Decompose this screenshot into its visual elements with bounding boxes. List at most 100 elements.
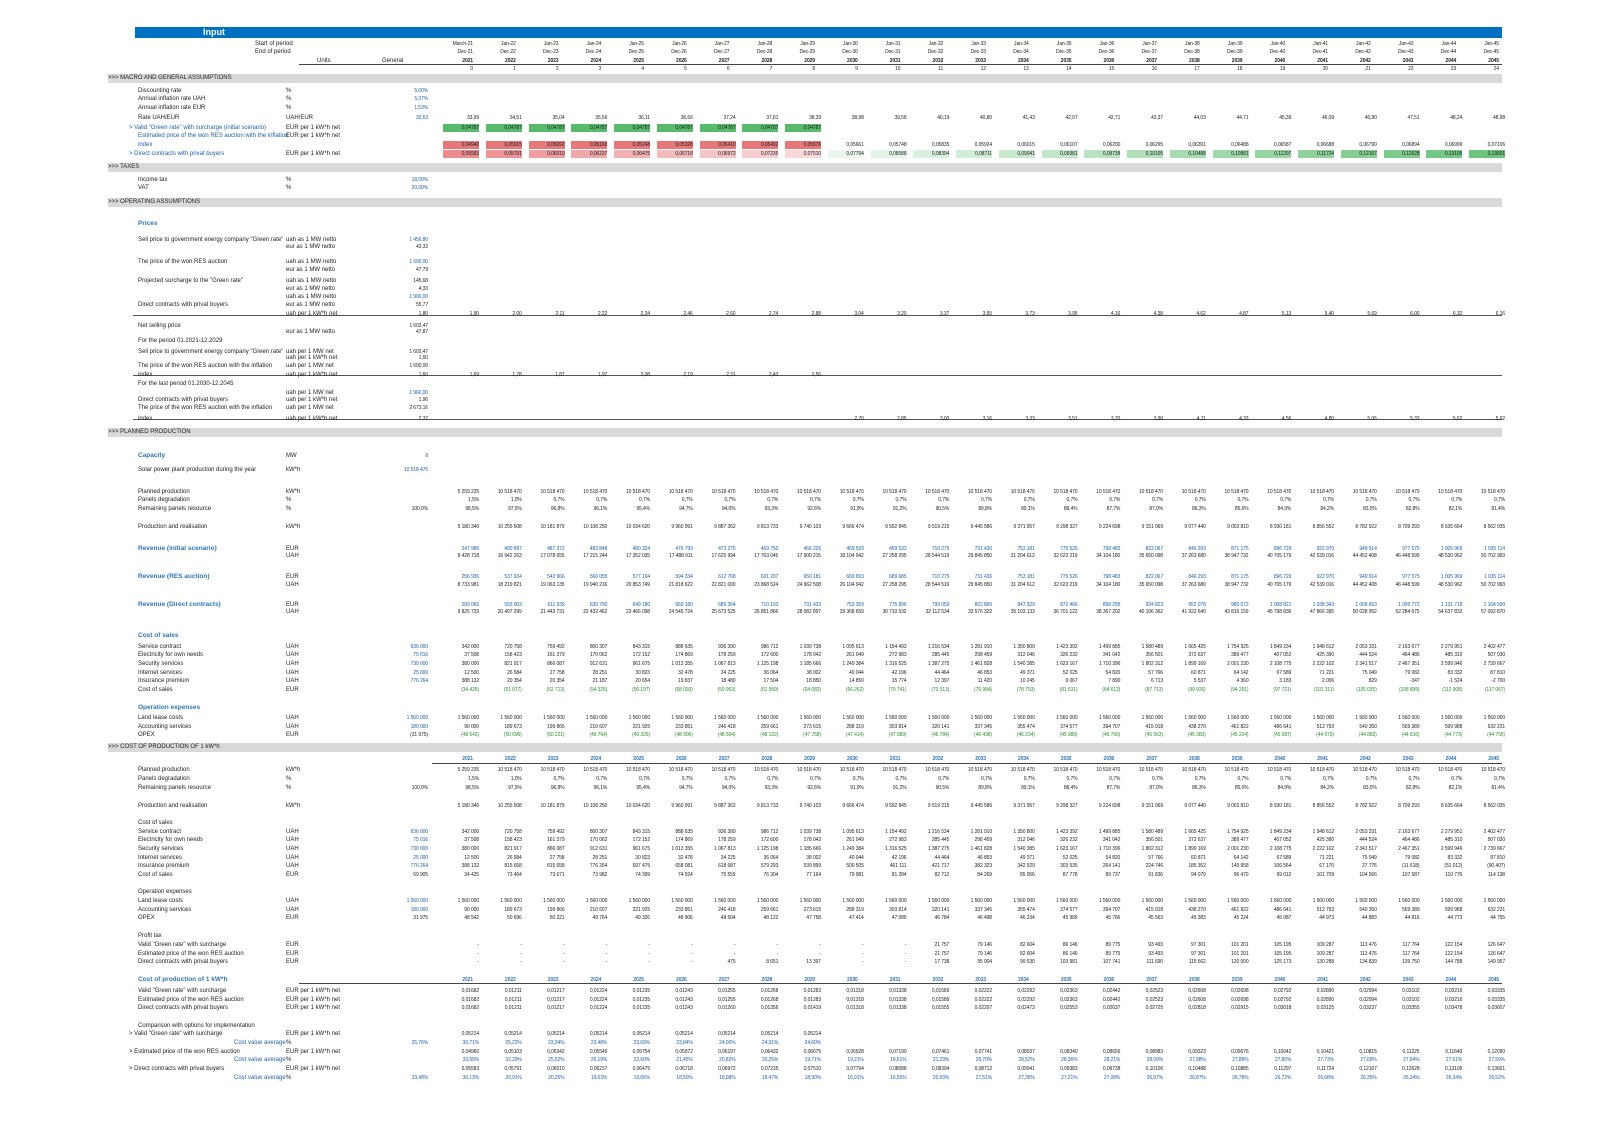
row-value-cell: 64 142: [1233, 670, 1249, 676]
row-label: Discounting rate: [138, 88, 182, 94]
row-value-cell: 114 138: [1487, 872, 1505, 878]
row-value-cell: 0,01235: [632, 988, 650, 994]
row-value-cell: 389 477: [1231, 652, 1249, 658]
row-value-cell: 2 599 946: [1440, 661, 1463, 667]
row-value-cell: 52 284 675: [1395, 609, 1420, 615]
row-value-cell: 1 560 000: [842, 715, 864, 721]
row-value-cell: 0,02890: [1316, 988, 1334, 994]
row-value-cell: 261 049: [846, 837, 864, 843]
row-value-cell: 0,05214: [547, 1031, 565, 1037]
row-value-cell: 866 087: [547, 661, 565, 667]
row-value-cell: 44 452 408: [1352, 582, 1377, 588]
row-value-cell: (56 197): [632, 687, 650, 693]
row-value-cell: -: [691, 959, 693, 965]
row-value-cell: 342 000: [461, 644, 479, 650]
row-value-cell: 0,06200: [1102, 142, 1121, 148]
row-value-cell: 1 560 000: [1056, 898, 1078, 904]
row-value-cell: 0,13105: [1444, 1066, 1463, 1072]
row-value-cell: 10 034 620: [625, 524, 650, 530]
row-value-cell: 50 028 952: [1352, 609, 1377, 615]
row-value-cell: 815 658: [504, 863, 522, 869]
row-value-cell: 10 518 470: [1181, 489, 1206, 495]
row-value-cell: 464 486: [1402, 837, 1420, 843]
row-value-cell: 5,69: [1367, 311, 1377, 317]
row-value-cell: 4,38: [1153, 311, 1163, 317]
row-value-cell: 221 925: [632, 724, 650, 730]
year-cell: 2041: [1317, 58, 1328, 64]
row-value-cell: 178 259: [718, 837, 736, 843]
row-value-cell: 199 866: [547, 724, 565, 730]
cost-year-cell: 2036: [1103, 756, 1115, 762]
year-cell: 2024: [590, 58, 602, 64]
row-value-cell: 0,03216: [1444, 997, 1463, 1003]
row-value-cell: -1 524: [1448, 678, 1463, 684]
row-value-cell: 103 981: [1060, 959, 1078, 965]
row-value-cell: 96,8%: [550, 506, 565, 512]
row-value-cell: 5,40: [1324, 311, 1334, 317]
row-unit: UAH/EUR: [286, 115, 314, 121]
period-end-cell: Dec-42: [1355, 49, 1371, 55]
row-value-cell: 19,06%: [633, 1075, 650, 1081]
row-value-cell: 272 983: [889, 652, 907, 658]
row-value-cell: 30,71%: [462, 1040, 479, 1046]
row-value-cell: 10 518 470: [583, 489, 608, 495]
row-value-cell: 77 164: [806, 872, 821, 878]
row-general: 1 600,00: [409, 259, 428, 265]
row-value-cell: 8 709 293: [1398, 803, 1420, 809]
row-value-cell: 24 962 508: [796, 582, 821, 588]
row-value-cell: 1 540 385: [1013, 846, 1035, 852]
row-value-cell: 2,74: [768, 311, 779, 317]
row-value-cell: 0,01224: [589, 997, 608, 1003]
row-value-cell: 67 589: [1276, 670, 1292, 676]
row-value-cell: 0,7%: [981, 776, 992, 782]
row-value-cell: 0,01211: [504, 1005, 522, 1011]
row-value-cell: 83,5%: [1363, 506, 1377, 512]
section-macro-label: >>> MACRO AND GENERAL ASSUMPTIONS: [108, 75, 232, 81]
row-value-cell: 45 989: [1062, 915, 1078, 921]
row-unit: uah per 1 kW*h net: [286, 416, 338, 422]
row-unit: %: [286, 776, 292, 782]
row-value-cell: 1 281 910: [970, 644, 992, 650]
row-value-cell: 1 038 343: [1312, 602, 1334, 608]
cost-year-cell: 2021: [462, 756, 473, 762]
row-value-cell: 0,11724: [1316, 1066, 1334, 1072]
row-value-cell: 0,7%: [681, 497, 693, 503]
row-value-cell: 2 001 230: [1227, 661, 1249, 667]
row-label: Accounting services: [138, 724, 192, 730]
cost-year-cell: 2028: [761, 756, 773, 762]
row-value-cell: 0,7%: [1494, 776, 1505, 782]
period-index-cell: 13: [1023, 66, 1029, 72]
row-value-cell: 612 768: [718, 574, 736, 580]
row-value-cell: 5 537: [1193, 678, 1206, 684]
row-value-cell: 0,01243: [675, 1005, 693, 1011]
row-value-cell: 0,7%: [1323, 776, 1334, 782]
row-value-cell: 0,06688: [1316, 142, 1334, 148]
row-value-cell: 0,08340: [1060, 1049, 1078, 1055]
kwh-year-cell: 2039: [1231, 977, 1243, 983]
period-start-cell: Jan-29: [800, 41, 815, 47]
row-general: 8: [425, 453, 428, 459]
row-value-cell: 16 942 263: [497, 553, 522, 559]
row-unit: uah per 1 MW net: [286, 405, 334, 411]
row-value-cell: 1 560 000: [1355, 715, 1377, 721]
row-value-cell: 821 917: [504, 846, 522, 852]
row-unit: %: [286, 1057, 292, 1063]
row-value-cell: 356 501: [1145, 837, 1163, 843]
row-value-cell: 303 814: [889, 724, 907, 730]
row-unit: uah per 1 kW*h net: [286, 355, 338, 361]
row-value-cell: 2,08: [640, 372, 650, 378]
row-value-cell: 10 518 470: [1181, 767, 1206, 773]
row-value-cell: 0,01255: [718, 997, 736, 1003]
row-value-cell: 161 379: [547, 652, 565, 658]
row-value-cell: 115 562: [1188, 959, 1206, 965]
row-value-cell: (44 755): [1487, 732, 1505, 738]
row-value-cell: (58 093): [674, 687, 693, 693]
row-value-cell: 50 221: [549, 915, 565, 921]
row-value-cell: 96 470: [1233, 872, 1249, 878]
row-value-cell: 1 560 000: [1483, 898, 1505, 904]
row-value-cell: 0,05214: [504, 1031, 522, 1037]
row-value-cell: 46 853: [977, 855, 992, 861]
row-value-cell: 0,13601: [1469, 150, 1505, 158]
row-value-cell: 579 293: [760, 863, 779, 869]
row-value-cell: 0,7%: [1066, 497, 1078, 503]
